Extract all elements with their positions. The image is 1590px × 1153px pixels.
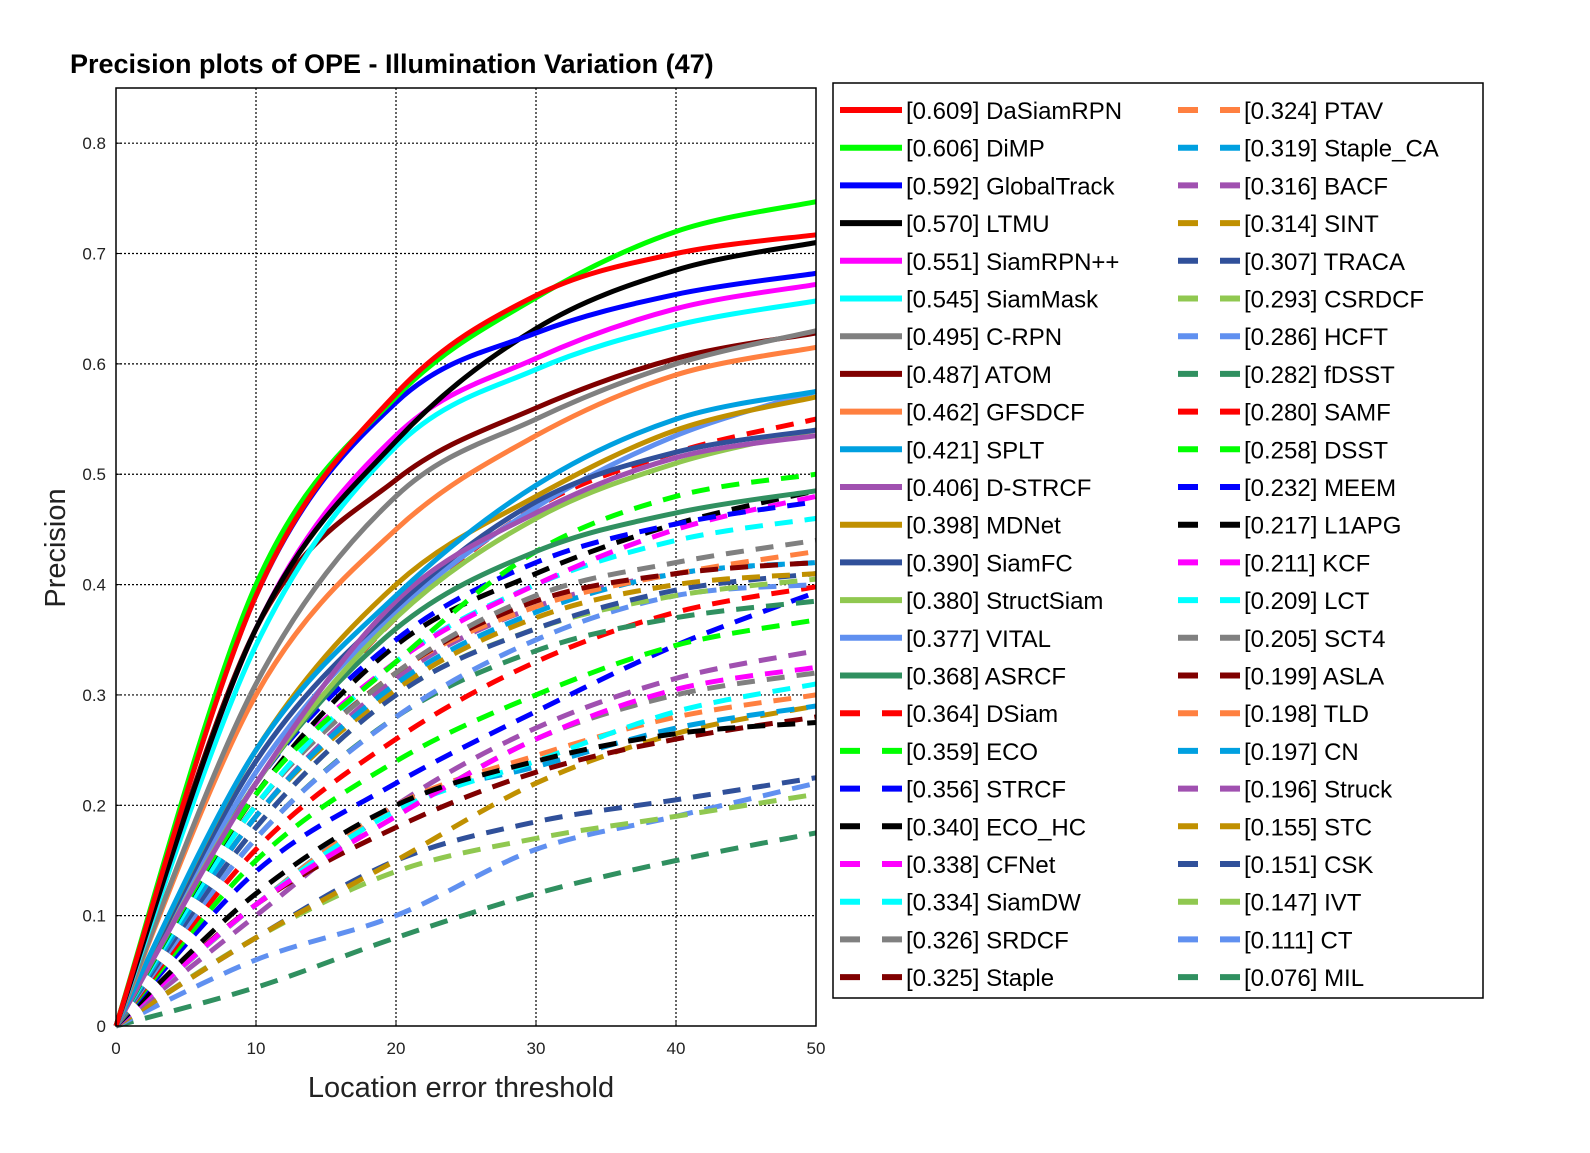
legend-label: [0.487] ATOM: [906, 362, 1052, 389]
series-line: [113, 515, 817, 1028]
y-tick-label: 0.5: [82, 465, 106, 484]
legend-label: [0.495] C-RPN: [906, 324, 1062, 351]
series-line: [114, 791, 817, 1029]
legend-label: [0.551] SiamRPN++: [906, 249, 1119, 276]
legend-label: [0.380] StructSiam: [906, 588, 1103, 615]
legend-label: [0.368] ASRCF: [906, 664, 1066, 691]
legend-label: [0.398] MDNet: [906, 513, 1061, 540]
plot-area-frame: [115, 87, 817, 1027]
series-line: [113, 499, 817, 1028]
series-line: [114, 617, 817, 1028]
x-tick-label: 40: [667, 1039, 686, 1058]
legend-label: [0.282] fDSST: [1244, 362, 1395, 389]
legend-box: [832, 82, 1484, 999]
legend: [0.609] DaSiamRPN [0.606] DiMP [0.592] Glo…: [832, 82, 1484, 999]
series-line: [113, 549, 817, 1028]
series-line: [114, 664, 817, 1028]
legend-label: [0.545] SiamMask: [906, 287, 1099, 314]
series-line: [113, 571, 817, 1028]
legend-label: [0.151] CSK: [1244, 852, 1373, 879]
legend-label: [0.147] IVT: [1244, 890, 1362, 917]
legend-label: [0.307] TRACA: [1244, 249, 1405, 276]
y-tick-label: 0.8: [82, 134, 106, 153]
series-line: [115, 830, 817, 1029]
legend-label: [0.155] STC: [1244, 814, 1372, 841]
legend-label: [0.364] DSiam: [906, 701, 1058, 728]
axis-ticks: 0 10 20 30 40 50 0 0.1 0.2 0.3 0.4 0.5 0.6 0.7 0.8: [82, 134, 825, 1058]
series-line: [114, 648, 817, 1028]
legend-label: [0.209] LCT: [1244, 588, 1370, 615]
plot-lines: [113, 199, 817, 1029]
series-line: [113, 427, 817, 1028]
legend-label: [0.111] CT: [1244, 927, 1353, 954]
y-tick-label: 0.1: [82, 907, 106, 926]
legend-label: [0.340] ECO_HC: [906, 814, 1086, 841]
legend-label: [0.325] Staple: [906, 965, 1054, 992]
legend-label: [0.606] DiMP: [906, 136, 1045, 163]
legend-label: [0.211] KCF: [1244, 550, 1370, 577]
series-line: [114, 584, 817, 1028]
y-tick-label: 0.7: [82, 245, 106, 264]
legend-label: [0.217] L1APG: [1244, 513, 1401, 540]
legend-label: [0.205] SCT4: [1244, 626, 1385, 653]
legend-label: [0.421] SPLT: [906, 437, 1045, 464]
legend-label: [0.390] SiamFC: [906, 550, 1073, 577]
legend-label: [0.359] ECO: [906, 739, 1038, 766]
series-line: [113, 328, 817, 1027]
series-line: [113, 389, 817, 1028]
legend-label: [0.338] CFNet: [906, 852, 1056, 879]
series-line: [113, 433, 817, 1028]
legend-label: [0.196] Struck: [1244, 777, 1393, 804]
y-tick-label: 0.6: [82, 355, 106, 374]
legend-label: [0.293] CSRDCF: [1244, 287, 1424, 314]
legend-label: [0.286] HCFT: [1244, 324, 1388, 351]
legend-label: [0.076] MIL: [1244, 965, 1364, 992]
x-tick-label: 50: [807, 1039, 826, 1058]
legend-label: [0.592] GlobalTrack: [906, 173, 1116, 200]
series-line: [113, 240, 817, 1027]
series-line: [113, 560, 817, 1028]
legend-label: [0.334] SiamDW: [906, 890, 1081, 917]
legend-label: [0.324] PTAV: [1244, 98, 1383, 125]
legend-label: [0.377] VITAL: [906, 626, 1051, 653]
legend-label: [0.570] LTMU: [906, 211, 1050, 238]
legend-label: [0.232] MEEM: [1244, 475, 1396, 502]
legend-label: [0.326] SRDCF: [906, 927, 1069, 954]
legend-label: [0.319] Staple_CA: [1244, 136, 1439, 163]
series-line: [114, 703, 817, 1029]
legend-label: [0.198] TLD: [1244, 701, 1369, 728]
x-tick-label: 0: [111, 1039, 120, 1058]
legend-label: [0.280] SAMF: [1244, 400, 1391, 427]
legend-label: [0.356] STRCF: [906, 777, 1066, 804]
legend-label: [0.199] ASLA: [1244, 664, 1384, 691]
legend-label: [0.258] DSST: [1244, 437, 1388, 464]
y-tick-label: 0: [97, 1017, 106, 1036]
x-tick-label: 10: [247, 1039, 266, 1058]
chart-title: Precision plots of OPE - Illumination Va…: [70, 49, 714, 79]
y-tick-label: 0.4: [82, 576, 106, 595]
legend-label: [0.609] DaSiamRPN: [906, 98, 1122, 125]
x-tick-label: 30: [527, 1039, 546, 1058]
legend-label: [0.316] BACF: [1244, 173, 1388, 200]
y-tick-label: 0.2: [82, 796, 106, 815]
y-tick-label: 0.3: [82, 686, 106, 705]
series-line: [113, 298, 817, 1027]
y-axis-label: Precision: [40, 488, 72, 607]
legend-label: [0.197] CN: [1244, 739, 1359, 766]
x-axis-label: Location error threshold: [308, 1072, 614, 1104]
legend-label: [0.462] GFSDCF: [906, 400, 1085, 427]
legend-label: [0.314] SINT: [1244, 211, 1379, 238]
legend-label: [0.406] D-STRCF: [906, 475, 1091, 502]
series-line: [113, 389, 817, 1028]
series-line: [114, 720, 817, 1028]
x-tick-label: 20: [387, 1039, 406, 1058]
series-line: [113, 232, 817, 1027]
